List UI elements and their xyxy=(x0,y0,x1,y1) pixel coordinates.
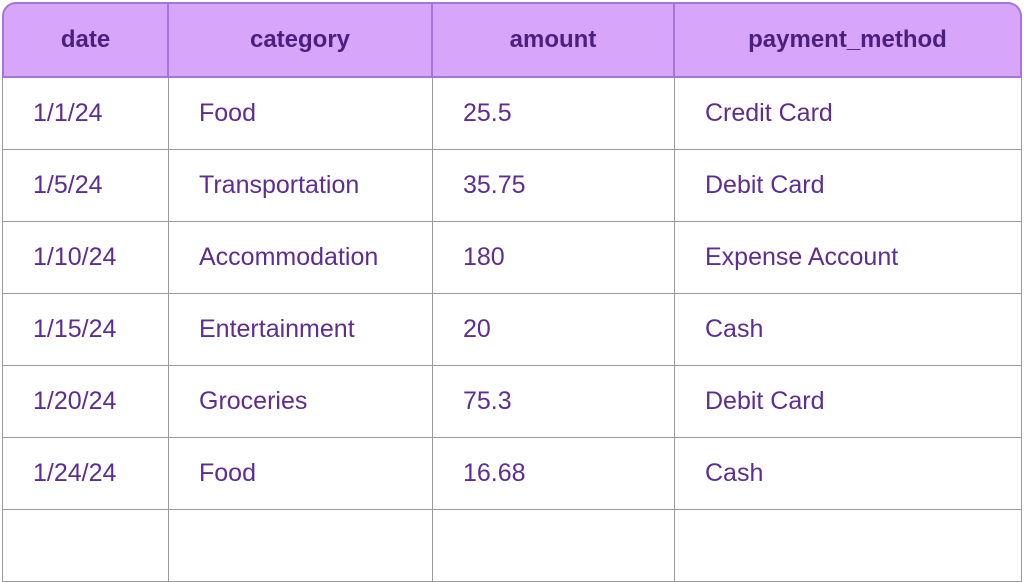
table-cell: Cash xyxy=(675,294,1022,366)
table-cell: Food xyxy=(169,438,433,510)
table-cell: Entertainment xyxy=(169,294,433,366)
empty-cell xyxy=(675,510,1022,582)
table-row: 1/1/24 Food 25.5 Credit Card xyxy=(2,78,1022,150)
empty-cell xyxy=(433,510,675,582)
table-cell: Credit Card xyxy=(675,78,1022,150)
column-header: payment_method xyxy=(675,2,1022,78)
column-header: date xyxy=(2,2,169,78)
table-cell: 16.68 xyxy=(433,438,675,510)
table-row: 1/24/24 Food 16.68 Cash xyxy=(2,438,1022,510)
table-cell: 20 xyxy=(433,294,675,366)
table-cell: 1/15/24 xyxy=(2,294,169,366)
table-body: 1/1/24 Food 25.5 Credit Card 1/5/24 Transport… xyxy=(2,78,1022,582)
table-cell: 1/24/24 xyxy=(2,438,169,510)
table-cell: Debit Card xyxy=(675,150,1022,222)
table-cell: 180 xyxy=(433,222,675,294)
table-cell: 35.75 xyxy=(433,150,675,222)
table-cell: 25.5 xyxy=(433,78,675,150)
table-cell: 75.3 xyxy=(433,366,675,438)
table-cell: 1/20/24 xyxy=(2,366,169,438)
table-row: 1/15/24 Entertainment 20 Cash xyxy=(2,294,1022,366)
table-cell: Food xyxy=(169,78,433,150)
table-cell: 1/10/24 xyxy=(2,222,169,294)
column-header: category xyxy=(169,2,433,78)
table-row: 1/5/24 Transportation 35.75 Debit Card xyxy=(2,150,1022,222)
table-cell: Cash xyxy=(675,438,1022,510)
table-cell: 1/1/24 xyxy=(2,78,169,150)
table-cell: Accommodation xyxy=(169,222,433,294)
table-cell: Expense Account xyxy=(675,222,1022,294)
empty-cell xyxy=(2,510,169,582)
header-row: date category amount payment_method xyxy=(2,2,1022,78)
table-row: 1/20/24 Groceries 75.3 Debit Card xyxy=(2,366,1022,438)
table-cell: 1/5/24 xyxy=(2,150,169,222)
table-cell: Transportation xyxy=(169,150,433,222)
table-cell: Debit Card xyxy=(675,366,1022,438)
table-cell: Groceries xyxy=(169,366,433,438)
empty-cell xyxy=(169,510,433,582)
column-header: amount xyxy=(433,2,675,78)
table-row: 1/10/24 Accommodation 180 Expense Account xyxy=(2,222,1022,294)
table-row xyxy=(2,510,1022,582)
